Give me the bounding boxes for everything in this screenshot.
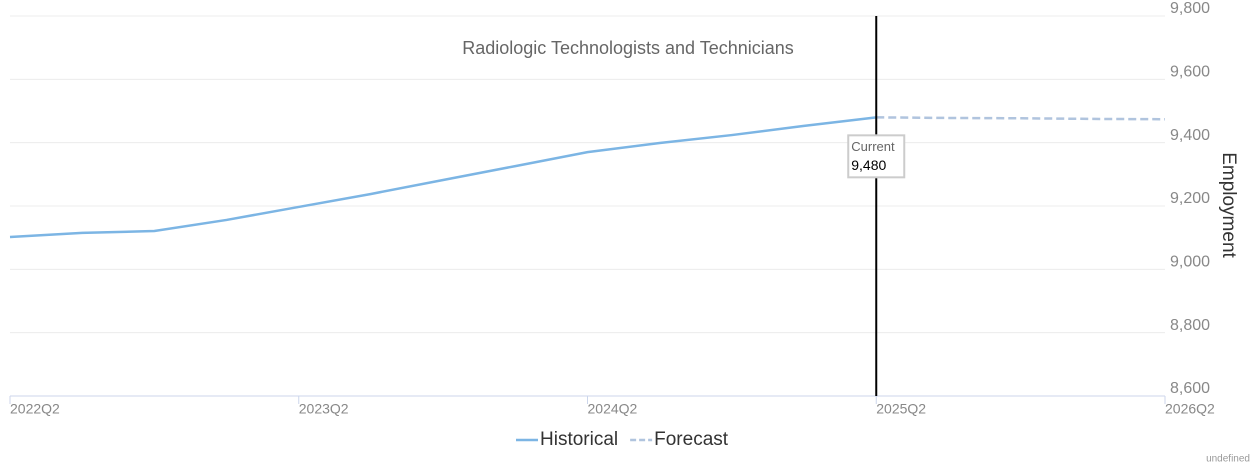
tooltip-label: Current — [851, 139, 895, 154]
tooltip-value: 9,480 — [851, 157, 886, 173]
y-tick-label: 9,000 — [1170, 254, 1210, 271]
x-tick-label: 2025Q2 — [876, 401, 926, 417]
y-tick-label: 8,800 — [1170, 317, 1210, 334]
x-tick-label: 2022Q2 — [10, 401, 60, 417]
y-tick-label: 9,600 — [1170, 64, 1210, 81]
y-tick-label: 8,600 — [1170, 380, 1210, 397]
legend-label: Historical — [540, 429, 618, 450]
chart-title: Radiologic Technologists and Technicians — [462, 38, 794, 58]
y-tick-label: 9,400 — [1170, 127, 1210, 144]
x-tick-label: 2023Q2 — [299, 401, 349, 417]
line-series — [9, 116, 877, 239]
y-tick-label: 9,200 — [1170, 190, 1210, 207]
legend-label: Forecast — [654, 429, 729, 450]
x-tick-label: 2026Q2 — [1165, 401, 1215, 417]
footer: undefined — [1206, 454, 1250, 465]
y-tick-label: 9,800 — [1170, 0, 1210, 17]
y-axis-label: Employment — [1218, 152, 1239, 258]
line-series — [876, 116, 1166, 121]
tooltip-box — [847, 134, 906, 179]
x-tick-label: 2024Q2 — [588, 401, 638, 417]
